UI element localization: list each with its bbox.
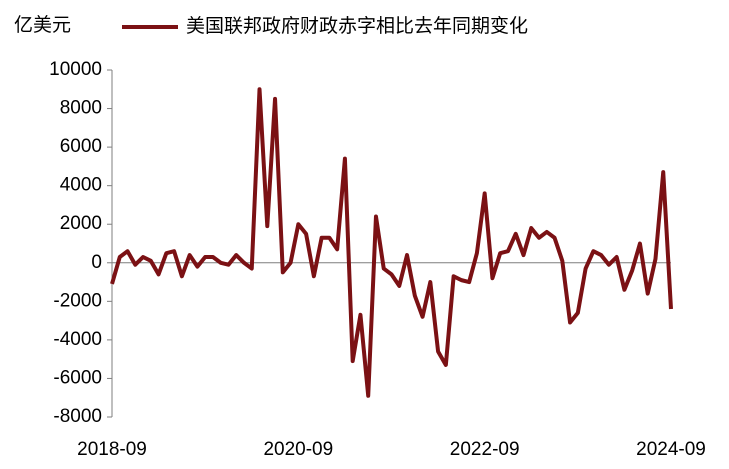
legend-label: 美国联邦政府财政赤字相比去年同期变化 [186,15,528,37]
y-axis-label: 亿美元 [14,14,71,36]
y-tick-label: 0 [91,252,102,273]
x-tick-label: 2020-09 [263,439,333,460]
x-tick-label: 2018-09 [77,439,147,460]
y-tick-label: -8000 [53,406,102,427]
y-tick-label: 2000 [60,213,102,234]
y-tick-label: -2000 [53,290,102,311]
y-tick-label: 6000 [60,136,102,157]
x-tick-label: 2024-09 [636,439,706,460]
y-tick-label: 10000 [49,59,102,80]
line-series [110,87,673,398]
y-tick-label: -6000 [53,367,102,388]
y-tick-label: 4000 [60,175,102,196]
y-tick-label: 8000 [60,98,102,119]
y-tick-label: -4000 [53,329,102,350]
x-tick-label: 2022-09 [450,439,520,460]
